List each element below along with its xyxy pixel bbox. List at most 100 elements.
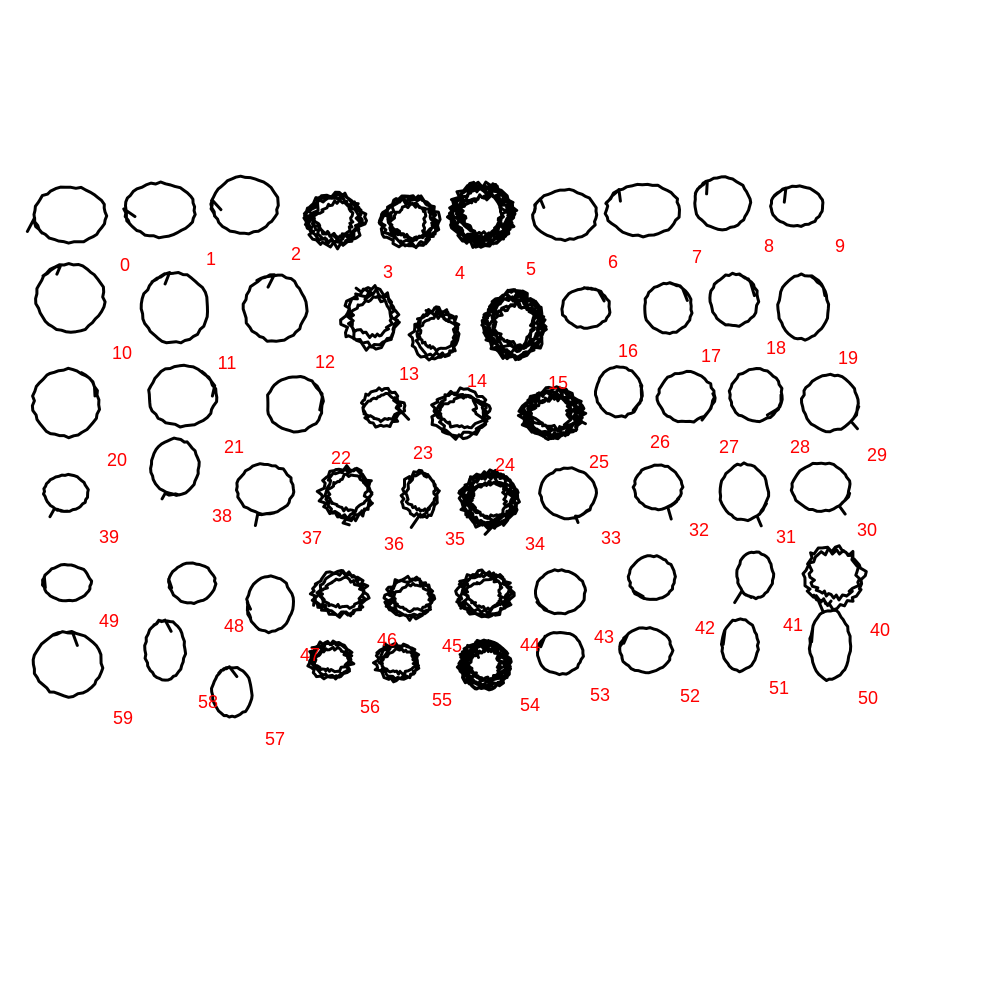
number-label-43: 43 xyxy=(593,627,615,647)
scribble-56 xyxy=(306,639,356,681)
scribble-8 xyxy=(693,175,753,232)
number-label-22: 22 xyxy=(330,448,352,468)
number-label-0: 0 xyxy=(119,255,131,275)
number-label-4: 4 xyxy=(454,263,466,283)
scribble-47 xyxy=(245,574,295,635)
number-label-31: 31 xyxy=(775,527,797,547)
scribble-38 xyxy=(149,436,201,501)
scribble-40 xyxy=(801,544,868,614)
number-label-56: 56 xyxy=(359,697,381,717)
scribble-5 xyxy=(446,180,519,249)
scribble-10 xyxy=(34,262,107,334)
scribble-28 xyxy=(727,367,784,424)
scribble-51 xyxy=(720,617,760,674)
number-label-18: 18 xyxy=(765,338,787,358)
scribble-16 xyxy=(560,286,612,330)
number-label-47: 47 xyxy=(299,645,321,665)
number-label-45: 45 xyxy=(441,636,463,656)
scribble-24 xyxy=(430,386,492,441)
number-label-27: 27 xyxy=(718,437,740,457)
scribble-58 xyxy=(143,618,188,682)
scribble-45 xyxy=(382,574,437,622)
number-label-40: 40 xyxy=(869,620,891,640)
scribble-50 xyxy=(807,608,853,682)
number-label-59: 59 xyxy=(112,708,134,728)
scribble-13 xyxy=(339,284,401,352)
scribble-36 xyxy=(315,464,374,527)
scribble-31 xyxy=(718,461,771,528)
number-label-19: 19 xyxy=(837,348,859,368)
scribble-34 xyxy=(457,468,521,536)
number-label-14: 14 xyxy=(466,371,488,391)
number-label-24: 24 xyxy=(494,455,516,475)
scribble-3 xyxy=(302,190,368,251)
number-label-20: 20 xyxy=(106,450,128,470)
number-label-30: 30 xyxy=(856,520,878,540)
scribble-53 xyxy=(536,631,585,677)
scribble-44 xyxy=(454,568,516,619)
number-label-52: 52 xyxy=(679,686,701,706)
number-label-41: 41 xyxy=(782,615,804,635)
scribble-39 xyxy=(42,472,90,519)
scribble-23 xyxy=(360,386,411,429)
scribble-15 xyxy=(480,288,548,362)
scribble-29 xyxy=(800,372,861,434)
number-label-36: 36 xyxy=(383,534,405,554)
number-label-5: 5 xyxy=(525,259,537,279)
number-label-50: 50 xyxy=(857,688,879,708)
number-label-38: 38 xyxy=(211,506,233,526)
scribble-52 xyxy=(618,626,675,675)
number-label-13: 13 xyxy=(398,364,420,384)
scribble-19 xyxy=(776,272,831,342)
number-label-29: 29 xyxy=(866,445,888,465)
scribble-57 xyxy=(210,665,254,719)
scribble-20 xyxy=(30,366,101,440)
scribble-6 xyxy=(531,187,599,243)
number-label-51: 51 xyxy=(768,678,790,698)
number-label-34: 34 xyxy=(524,534,546,554)
number-label-48: 48 xyxy=(223,616,245,636)
scribble-42 xyxy=(626,554,677,601)
scribble-46 xyxy=(308,569,371,619)
number-label-9: 9 xyxy=(834,236,846,256)
number-label-8: 8 xyxy=(763,236,775,256)
scribble-48 xyxy=(167,561,218,605)
number-label-21: 21 xyxy=(223,437,245,457)
scribble-0 xyxy=(25,185,109,245)
number-label-35: 35 xyxy=(444,529,466,549)
number-label-44: 44 xyxy=(519,635,541,655)
number-label-12: 12 xyxy=(314,352,336,372)
scribble-11 xyxy=(139,271,209,345)
number-label-26: 26 xyxy=(649,432,671,452)
number-label-49: 49 xyxy=(98,611,120,631)
number-label-3: 3 xyxy=(382,262,394,282)
scribble-54 xyxy=(455,638,513,692)
number-label-57: 57 xyxy=(264,729,286,749)
number-label-42: 42 xyxy=(694,618,716,638)
number-label-55: 55 xyxy=(431,690,453,710)
number-label-6: 6 xyxy=(607,252,619,272)
scribble-27 xyxy=(655,369,717,424)
number-label-11: 11 xyxy=(217,353,237,373)
number-label-23: 23 xyxy=(412,443,434,463)
number-label-1: 1 xyxy=(205,249,217,269)
scribble-32 xyxy=(631,463,685,521)
scribble-18 xyxy=(708,271,761,328)
scribble-17 xyxy=(643,281,694,336)
number-label-2: 2 xyxy=(290,244,302,264)
number-label-46: 46 xyxy=(376,630,398,650)
scribble-12 xyxy=(241,273,309,343)
scribble-2 xyxy=(209,174,280,236)
number-label-17: 17 xyxy=(700,346,722,366)
scribble-59 xyxy=(31,630,105,699)
scribble-4 xyxy=(377,194,442,250)
number-label-28: 28 xyxy=(789,437,811,457)
number-label-53: 53 xyxy=(589,685,611,705)
number-label-10: 10 xyxy=(111,343,133,363)
scribble-21 xyxy=(147,363,219,429)
number-label-25: 25 xyxy=(588,452,610,472)
number-label-39: 39 xyxy=(98,527,120,547)
scribble-26 xyxy=(594,365,644,419)
number-label-33: 33 xyxy=(600,528,622,548)
